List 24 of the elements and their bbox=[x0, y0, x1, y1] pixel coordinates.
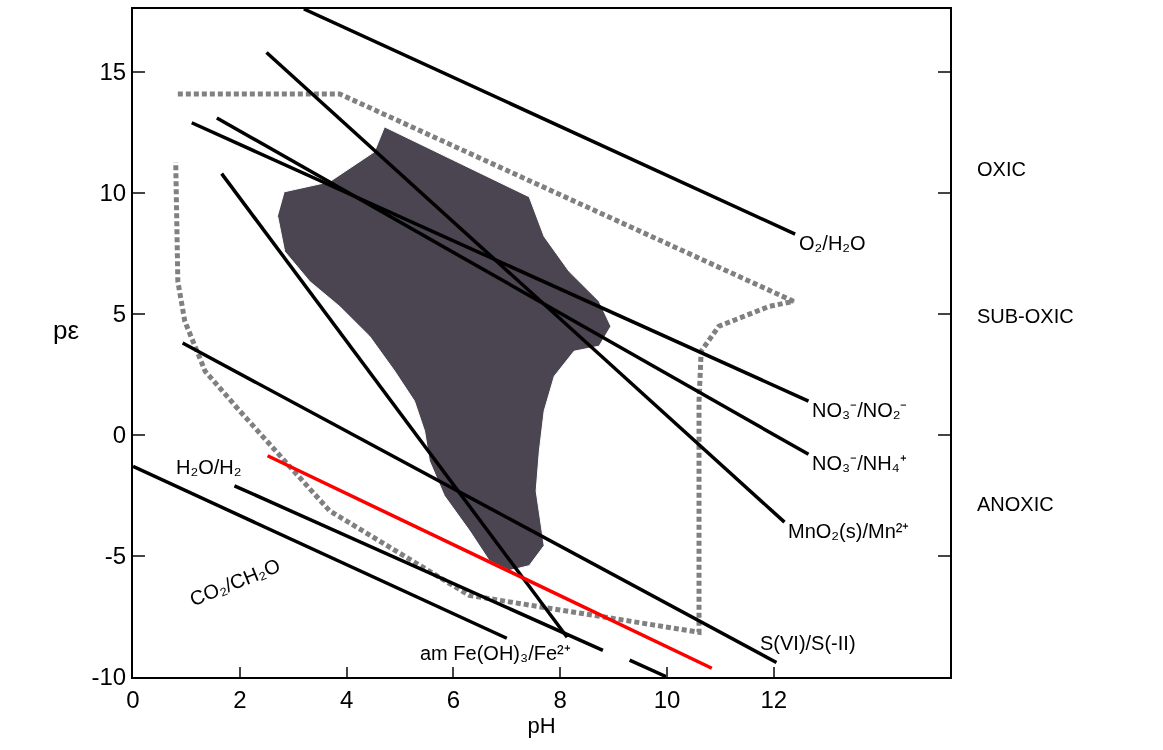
series-label: am Fe(OH)₃/Fe²⁺ bbox=[420, 642, 571, 664]
series-label: O₂/H₂O bbox=[799, 232, 866, 254]
y-axis-title: pε bbox=[53, 315, 80, 345]
y-tick-label: -10 bbox=[91, 663, 127, 691]
y-tick-label: 15 bbox=[99, 58, 127, 86]
x-tick-label: 12 bbox=[760, 685, 788, 713]
series-label: MnO₂(s)/Mn²⁺ bbox=[788, 520, 910, 542]
y-tick-label: -5 bbox=[104, 542, 127, 570]
y-tick-label: 0 bbox=[112, 421, 127, 449]
y-tick-label: 10 bbox=[99, 179, 127, 207]
y-tick-label: 5 bbox=[112, 300, 127, 328]
text: OXIC bbox=[977, 158, 1026, 180]
text: ANOXIC bbox=[977, 493, 1054, 515]
x-axis-title: pH bbox=[527, 712, 556, 738]
x-tick-label: 6 bbox=[446, 685, 461, 713]
series-label: S(VI)/S(-II) bbox=[760, 632, 856, 654]
series-label: NO₃⁻/NH₄⁺ bbox=[812, 452, 907, 474]
series-label: NO₃⁻/NO₂⁻ bbox=[812, 399, 908, 421]
x-tick-label: 8 bbox=[553, 685, 567, 713]
text: SUB-OXIC bbox=[977, 305, 1074, 327]
x-tick-label: 2 bbox=[233, 685, 247, 713]
x-tick-label: 4 bbox=[339, 685, 354, 713]
series-label: H₂O/H₂ bbox=[176, 456, 242, 478]
x-tick-label: 10 bbox=[653, 685, 681, 713]
